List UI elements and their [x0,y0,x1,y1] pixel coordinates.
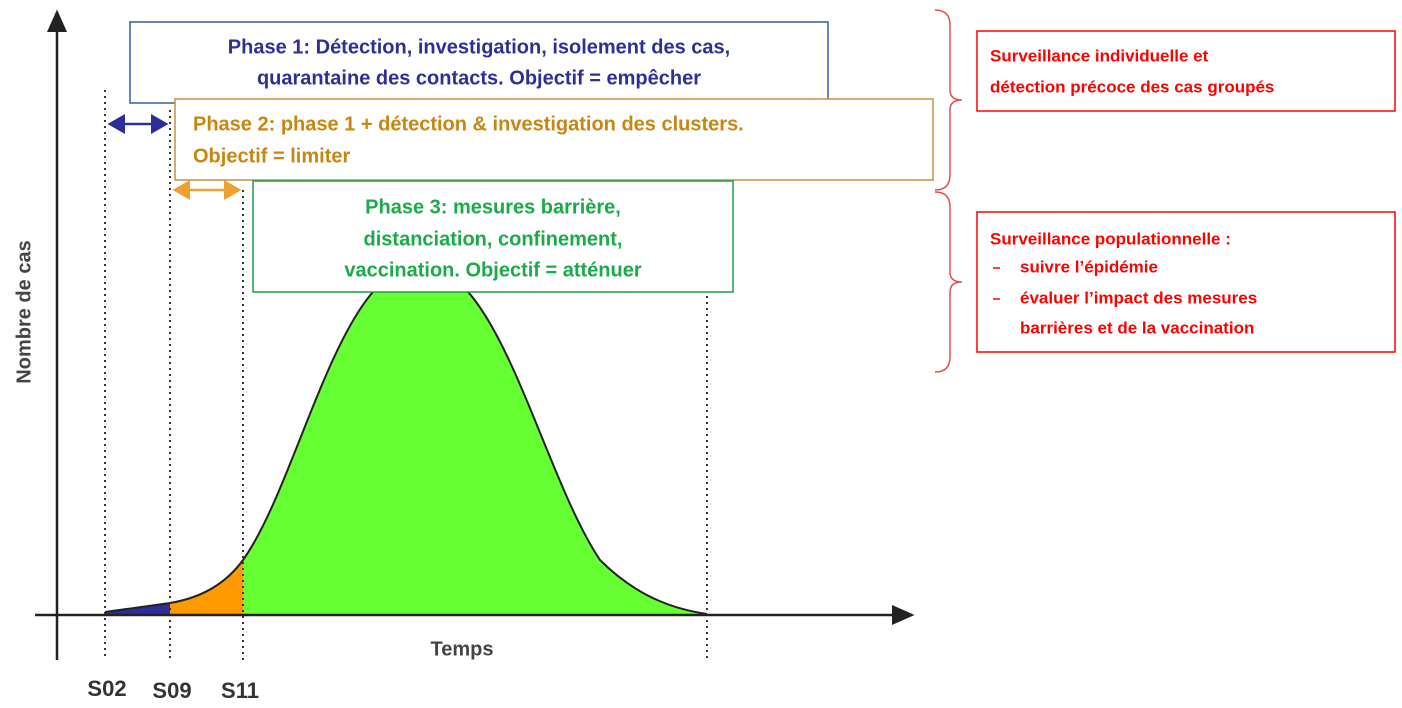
week-lines [104,90,708,660]
surveillance-box [976,211,1396,353]
brace [934,9,963,191]
phase-text: Objectif = limiter [193,145,350,167]
curve [104,263,708,615]
surveillance-item: suivre l’épidémie [1020,257,1158,276]
phase-2-box [174,98,934,181]
surveillance-item: évaluer l’impact des mesures [1020,288,1257,307]
y-axis-label: Nombre de cas [13,240,35,383]
phase-text: Phase 2: phase 1 + détection & investiga… [193,113,744,135]
phase-text: vaccination. Objectif = atténuer [344,259,642,281]
week-label: S02 [87,676,126,701]
phase-text: Phase 1: Détection, investigation, isole… [228,36,730,58]
x-axis-label: Temps [431,638,494,660]
brace [934,191,963,373]
phase-3-box [252,180,734,293]
phase-text: Phase 3: mesures barrière, [365,196,621,218]
surveillance-title: Surveillance populationnelle : [990,229,1231,248]
phase-text: distanciation, confinement, [364,228,623,250]
phase-text: quarantaine des contacts. Objectif = emp… [257,67,701,89]
surveillance-text: détection précoce des cas groupés [990,77,1274,96]
surveillance-text: Surveillance individuelle et [990,46,1209,65]
week-label: S09 [152,678,191,703]
surveillance-item: barrières et de la vaccination [1020,318,1254,337]
week-label: S11 [221,678,259,703]
surveillance-box [976,30,1396,112]
phase-1-box [129,21,829,104]
